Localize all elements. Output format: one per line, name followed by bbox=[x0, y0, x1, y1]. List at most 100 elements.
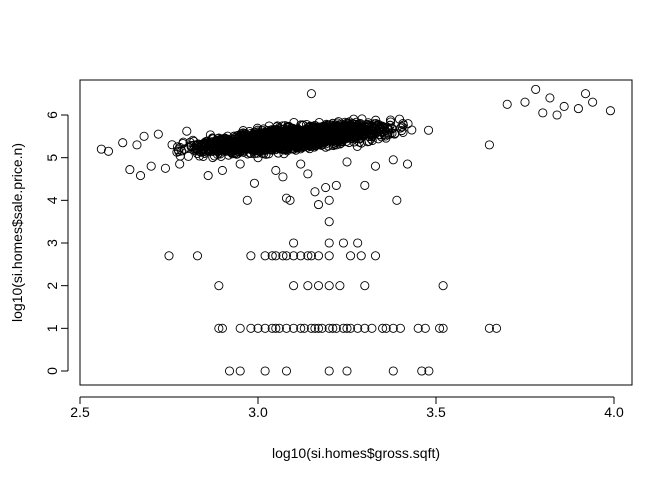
data-point bbox=[227, 138, 238, 148]
data-point bbox=[324, 281, 334, 291]
data-point bbox=[271, 145, 281, 155]
data-point bbox=[260, 143, 270, 153]
data-point bbox=[388, 366, 398, 376]
data-point bbox=[328, 323, 338, 333]
data-point bbox=[313, 323, 324, 333]
data-point bbox=[160, 163, 170, 173]
y-tick-label: 5 bbox=[44, 154, 60, 162]
y-axis-title: log10(si.homes$sale.price.n) bbox=[9, 143, 25, 322]
data-point bbox=[135, 171, 146, 181]
data-point bbox=[423, 125, 434, 135]
data-point bbox=[299, 323, 309, 333]
y-tick-label: 2 bbox=[44, 282, 60, 290]
data-point bbox=[303, 281, 313, 291]
data-point bbox=[209, 140, 219, 150]
data-point bbox=[397, 122, 407, 132]
data-point bbox=[306, 89, 316, 99]
data-point bbox=[324, 217, 334, 227]
data-point bbox=[214, 281, 224, 291]
data-point bbox=[125, 165, 135, 175]
data-point bbox=[203, 171, 213, 181]
data-point bbox=[139, 131, 149, 141]
data-point bbox=[281, 323, 292, 333]
data-point bbox=[331, 180, 341, 190]
data-point bbox=[321, 182, 331, 193]
data-point bbox=[289, 323, 299, 333]
data-point bbox=[207, 133, 218, 143]
data-point bbox=[311, 124, 321, 134]
data-points bbox=[96, 84, 615, 376]
data-point bbox=[290, 139, 300, 149]
data-point bbox=[313, 281, 324, 291]
data-point bbox=[173, 145, 183, 155]
data-point bbox=[249, 132, 259, 142]
data-point bbox=[217, 323, 227, 333]
data-point bbox=[289, 281, 299, 291]
data-point bbox=[267, 323, 277, 333]
data-point bbox=[289, 144, 299, 154]
data-point bbox=[307, 139, 317, 149]
data-point bbox=[341, 121, 351, 131]
data-point bbox=[413, 323, 423, 333]
data-point bbox=[255, 135, 265, 145]
data-point bbox=[484, 323, 494, 333]
data-point bbox=[372, 120, 382, 130]
data-point bbox=[538, 108, 548, 118]
data-point bbox=[192, 251, 203, 261]
data-point bbox=[438, 323, 448, 333]
data-point bbox=[360, 180, 370, 190]
data-point bbox=[289, 238, 299, 248]
data-point bbox=[335, 139, 345, 149]
data-point bbox=[260, 132, 270, 142]
data-point bbox=[260, 323, 270, 333]
data-point bbox=[380, 131, 391, 141]
data-point bbox=[103, 146, 114, 156]
data-point bbox=[283, 126, 293, 136]
data-point bbox=[218, 134, 228, 144]
data-point bbox=[297, 128, 307, 138]
data-point bbox=[132, 140, 142, 150]
x-axis-title: log10(si.homes$gross.sqft) bbox=[272, 445, 440, 461]
data-point bbox=[324, 238, 334, 248]
data-point bbox=[342, 366, 352, 376]
data-point bbox=[217, 165, 227, 176]
data-point bbox=[282, 146, 292, 156]
data-point bbox=[356, 251, 366, 261]
data-point bbox=[371, 119, 381, 129]
data-point bbox=[580, 89, 591, 99]
data-point bbox=[402, 159, 413, 169]
data-point bbox=[349, 137, 359, 147]
data-point bbox=[360, 281, 370, 291]
data-point bbox=[395, 323, 405, 333]
data-point bbox=[346, 251, 356, 261]
data-point bbox=[397, 126, 407, 136]
data-point bbox=[331, 323, 341, 333]
data-point bbox=[381, 323, 391, 333]
data-point bbox=[255, 130, 265, 140]
data-point bbox=[310, 187, 320, 197]
data-point bbox=[303, 251, 313, 261]
data-point bbox=[388, 323, 398, 333]
data-point bbox=[324, 251, 334, 261]
data-point bbox=[338, 323, 348, 333]
data-point bbox=[167, 140, 177, 150]
data-point bbox=[365, 130, 376, 140]
data-point bbox=[296, 323, 306, 333]
x-axis: 2.5 3.0 3.5 4.0 bbox=[70, 396, 624, 420]
data-point bbox=[231, 137, 241, 148]
data-point bbox=[182, 126, 192, 136]
data-point bbox=[278, 251, 288, 261]
data-point bbox=[390, 128, 400, 138]
data-point bbox=[260, 366, 270, 376]
data-point bbox=[193, 142, 203, 153]
data-point bbox=[207, 139, 217, 149]
plot-frame bbox=[79, 79, 633, 386]
data-point bbox=[367, 323, 377, 333]
y-tick-label: 4 bbox=[44, 196, 60, 204]
data-point bbox=[96, 144, 106, 154]
data-point bbox=[175, 159, 185, 169]
data-point bbox=[271, 251, 281, 261]
data-point bbox=[388, 155, 398, 165]
